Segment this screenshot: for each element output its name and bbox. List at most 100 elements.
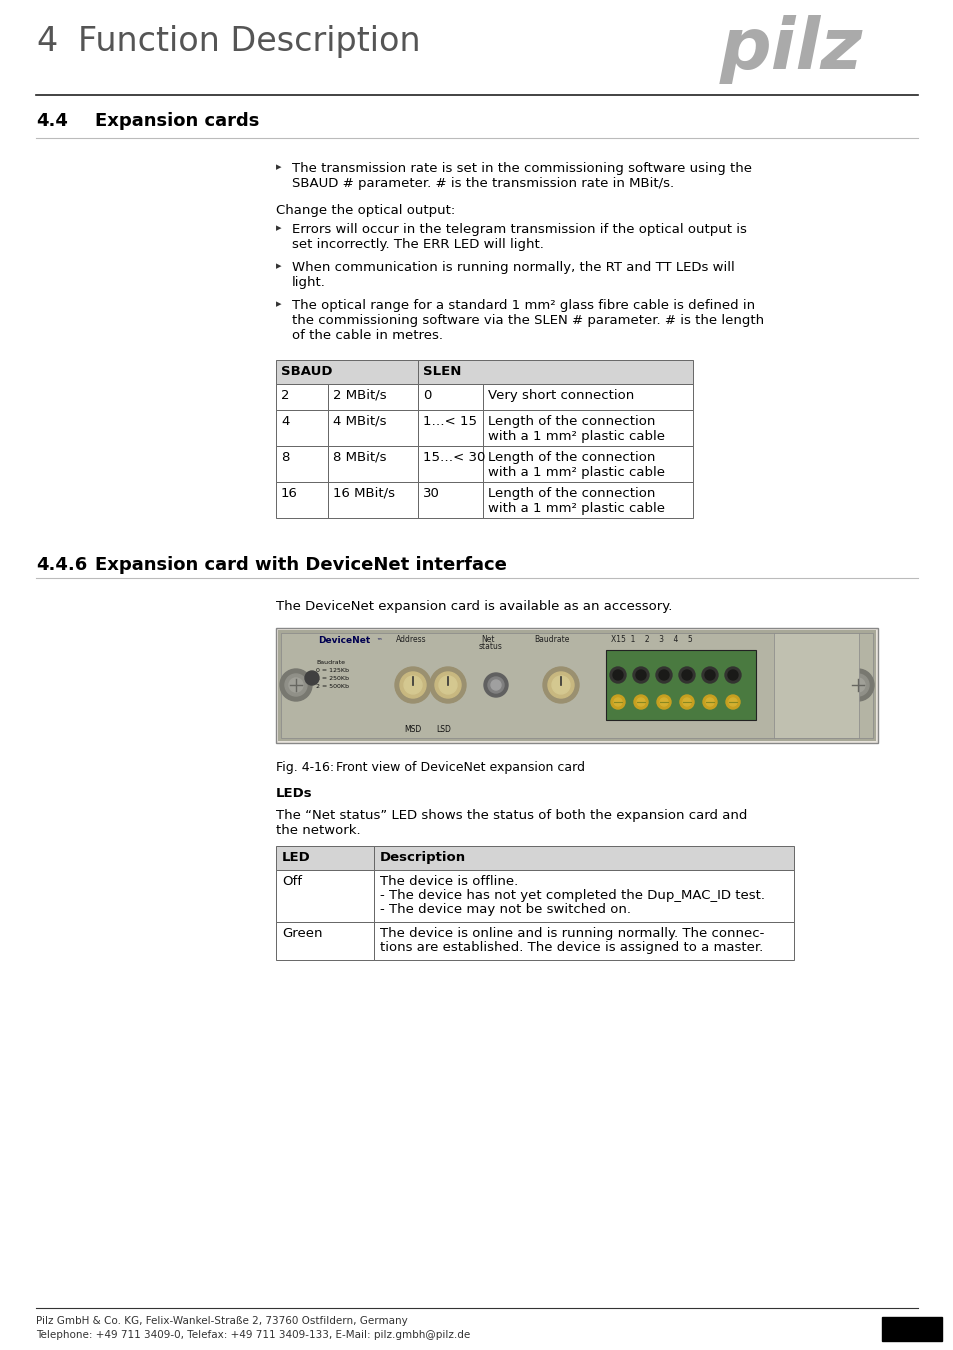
Bar — [275, 846, 374, 869]
Circle shape — [724, 667, 740, 683]
Circle shape — [491, 680, 500, 690]
Bar — [275, 922, 374, 960]
Text: 16: 16 — [281, 487, 297, 500]
Text: 5 V+: 5 V+ — [779, 690, 796, 697]
Bar — [328, 383, 417, 410]
Circle shape — [705, 698, 713, 706]
Text: The “Net status” LED shows the status of both the expansion card and: The “Net status” LED shows the status of… — [275, 809, 746, 822]
Text: Baudrate: Baudrate — [315, 660, 345, 666]
Bar — [417, 482, 482, 518]
Text: ™: ™ — [375, 639, 381, 644]
Text: the commissioning software via the SLEN # parameter. # is the length: the commissioning software via the SLEN … — [292, 315, 763, 327]
Text: 1 = 250Kb: 1 = 250Kb — [315, 676, 349, 680]
Text: 0 = 125Kb: 0 = 125Kb — [315, 668, 349, 674]
Circle shape — [659, 698, 667, 706]
Text: 4 CAN_H: 4 CAN_H — [779, 680, 808, 687]
Text: - The device has not yet completed the Dup_MAC_ID test.: - The device has not yet completed the D… — [379, 890, 764, 902]
Bar — [482, 410, 692, 446]
Text: with a 1 mm² plastic cable: with a 1 mm² plastic cable — [488, 466, 664, 479]
Bar — [482, 446, 692, 482]
Circle shape — [679, 667, 695, 683]
Text: Very short connection: Very short connection — [488, 389, 634, 402]
Circle shape — [403, 676, 421, 694]
Text: 1…< 15: 1…< 15 — [422, 414, 476, 428]
Text: with a 1 mm² plastic cable: with a 1 mm² plastic cable — [488, 502, 664, 514]
Circle shape — [728, 698, 737, 706]
Text: 4 MBit/s: 4 MBit/s — [333, 414, 386, 428]
Text: set incorrectly. The ERR LED will light.: set incorrectly. The ERR LED will light. — [292, 238, 543, 251]
Circle shape — [657, 695, 670, 709]
Text: Telephone: +49 711 3409-0, Telefax: +49 711 3409-133, E-Mail: pilz.gmbh@pilz.de: Telephone: +49 711 3409-0, Telefax: +49 … — [36, 1330, 470, 1341]
Circle shape — [702, 695, 717, 709]
Text: 4.4.6: 4.4.6 — [36, 556, 87, 574]
Text: with a 1 mm² plastic cable: with a 1 mm² plastic cable — [488, 431, 664, 443]
Text: Baudrate: Baudrate — [534, 634, 569, 644]
Bar — [275, 410, 328, 446]
Circle shape — [634, 695, 647, 709]
Text: MSD: MSD — [403, 725, 421, 734]
Text: Errors will occur in the telegram transmission if the optical output is: Errors will occur in the telegram transm… — [292, 223, 746, 236]
Text: - The device may not be switched on.: - The device may not be switched on. — [379, 903, 630, 917]
Bar — [328, 446, 417, 482]
Circle shape — [430, 667, 465, 703]
Text: Length of the connection: Length of the connection — [488, 414, 655, 428]
Circle shape — [609, 667, 625, 683]
Text: 2: 2 — [281, 389, 289, 402]
Bar — [374, 846, 793, 869]
Bar — [417, 410, 482, 446]
Circle shape — [552, 676, 569, 694]
Circle shape — [727, 670, 738, 680]
Text: X15: X15 — [779, 639, 795, 647]
Text: Change the optical output:: Change the optical output: — [275, 204, 455, 217]
Text: LEDs: LEDs — [275, 787, 313, 801]
Text: Length of the connection: Length of the connection — [488, 451, 655, 464]
Circle shape — [614, 698, 621, 706]
Circle shape — [280, 670, 312, 701]
Text: Length of the connection: Length of the connection — [488, 487, 655, 500]
Text: X15  1    2    3    4    5: X15 1 2 3 4 5 — [610, 634, 692, 644]
Text: 4.4: 4.4 — [36, 112, 68, 130]
Text: Description: Description — [379, 850, 466, 864]
Text: 0: 0 — [422, 389, 431, 402]
Text: Front view of DeviceNet expansion card: Front view of DeviceNet expansion card — [335, 761, 584, 774]
Text: of the cable in metres.: of the cable in metres. — [292, 329, 442, 342]
Bar — [275, 869, 374, 922]
Text: 30: 30 — [422, 487, 439, 500]
Circle shape — [846, 674, 868, 697]
Text: 2 CAN_L: 2 CAN_L — [779, 660, 807, 667]
Bar — [417, 446, 482, 482]
Text: The transmission rate is set in the commissioning software using the: The transmission rate is set in the comm… — [292, 162, 751, 176]
Circle shape — [633, 667, 648, 683]
Text: 8: 8 — [281, 451, 289, 464]
Text: Fig. 4-16:: Fig. 4-16: — [275, 761, 334, 774]
Bar — [482, 383, 692, 410]
Text: 2 MBit/s: 2 MBit/s — [333, 389, 386, 402]
Circle shape — [725, 695, 740, 709]
Text: 4: 4 — [281, 414, 289, 428]
Circle shape — [681, 670, 691, 680]
Text: 1 V-: 1 V- — [779, 649, 792, 656]
Text: ▸: ▸ — [275, 261, 281, 271]
Text: 8 MBit/s: 8 MBit/s — [333, 451, 386, 464]
Circle shape — [547, 672, 574, 698]
Bar — [605, 649, 755, 720]
Text: ▸: ▸ — [275, 223, 281, 234]
Text: Expansion card with DeviceNet interface: Expansion card with DeviceNet interface — [95, 556, 506, 574]
Circle shape — [850, 678, 864, 693]
Text: 4-51: 4-51 — [883, 1319, 915, 1332]
Bar — [773, 633, 858, 738]
Bar — [277, 630, 875, 741]
Text: pilz: pilz — [720, 15, 862, 84]
Bar — [275, 383, 328, 410]
Bar — [417, 360, 692, 383]
Bar — [882, 1318, 941, 1341]
Bar — [275, 482, 328, 518]
Text: ▸: ▸ — [275, 298, 281, 309]
Circle shape — [659, 670, 668, 680]
Text: SBAUD: SBAUD — [281, 364, 333, 378]
Circle shape — [704, 670, 714, 680]
Circle shape — [542, 667, 578, 703]
Bar — [275, 446, 328, 482]
Circle shape — [679, 695, 693, 709]
Circle shape — [841, 670, 873, 701]
